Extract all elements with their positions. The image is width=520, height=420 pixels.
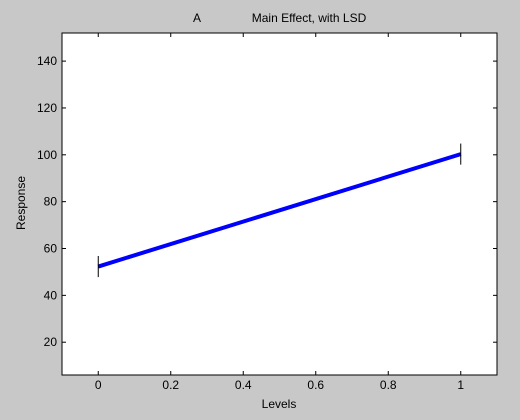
x-axis: 0 0.2 0.4 0.6 0.8 1 — [95, 33, 464, 392]
y-tick-label: 20 — [44, 335, 58, 349]
y-tick-label: 40 — [44, 288, 58, 302]
x-tick-label: 1 — [457, 378, 464, 392]
x-tick-label: 0.4 — [235, 378, 252, 392]
x-tick-label: 0.8 — [380, 378, 397, 392]
y-axis: 20 40 60 80 100 120 140 — [37, 54, 497, 349]
series-line — [97, 152, 462, 269]
y-tick-label: 100 — [37, 148, 57, 162]
y-tick-label: 120 — [37, 101, 57, 115]
x-tick-label: 0.2 — [162, 378, 179, 392]
x-tick-label: 0.6 — [307, 378, 324, 392]
y-tick-label: 80 — [44, 195, 58, 209]
y-tick-label: 140 — [37, 54, 57, 68]
x-tick-label: 0 — [95, 378, 102, 392]
series-layer — [97, 143, 462, 278]
chart-title: Main Effect, with LSD — [252, 11, 367, 25]
plot-area — [61, 32, 498, 376]
y-tick-label: 60 — [44, 242, 58, 256]
chart-title-prefix: A — [193, 11, 201, 25]
y-axis-label: Response — [14, 176, 28, 230]
x-axis-label: Levels — [262, 397, 297, 411]
